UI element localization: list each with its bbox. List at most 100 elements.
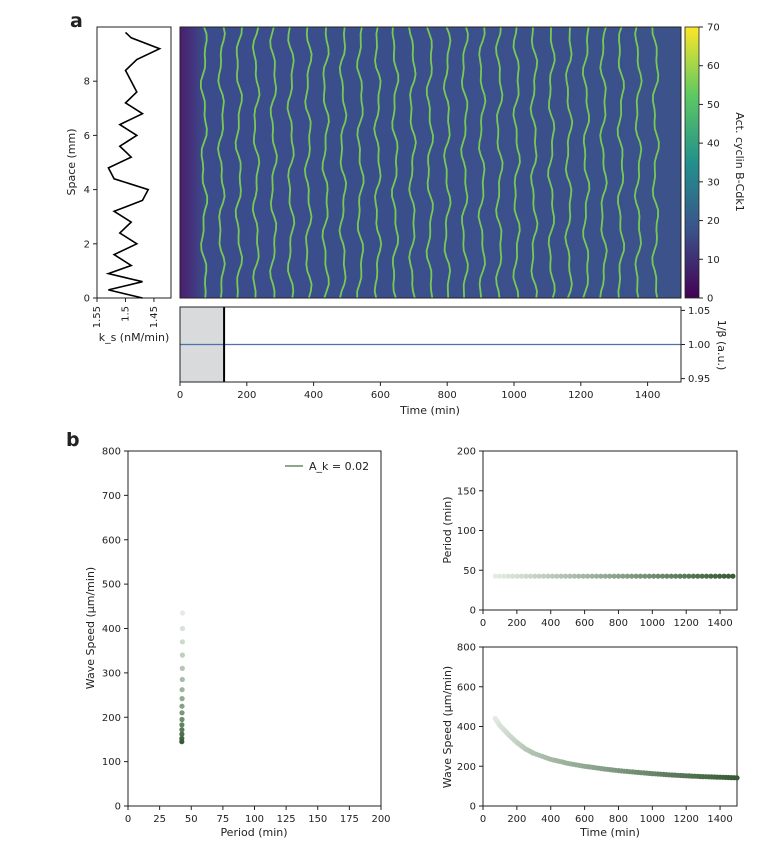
beta-x-label: Time (min)	[399, 404, 460, 417]
period-time-point	[545, 573, 551, 579]
heatmap-wave	[616, 26, 626, 299]
period-time-point	[523, 573, 529, 579]
period-time-point	[611, 573, 617, 579]
colorbar-tick-label: 60	[707, 61, 720, 72]
period-time-x-tick-label: 800	[609, 618, 628, 629]
speed-period-points	[179, 610, 186, 745]
speed-period-y-tick-label: 700	[102, 491, 121, 502]
speed-period-x-tick-label: 150	[308, 814, 327, 825]
beta-y-ticks: 0.95 1.00 1.05	[681, 306, 710, 385]
speed-period-y-label: Wave Speed (μm/min)	[84, 567, 97, 689]
speed-period-point	[179, 665, 185, 672]
speed-time-points	[492, 715, 740, 781]
period-time-point	[510, 573, 516, 579]
beta-x-tick-label: 1200	[568, 390, 593, 401]
beta-x-tick-label: 200	[237, 390, 256, 401]
heatmap-wave	[547, 26, 556, 299]
period-time-y-tick-label: 50	[463, 566, 476, 577]
beta-y-tick-label: 0.95	[688, 374, 710, 385]
speed-time-y-tick-label: 200	[457, 762, 476, 773]
period-time-point	[708, 573, 714, 579]
period-time-point	[677, 573, 683, 579]
speed-time-point	[734, 775, 740, 781]
colorbar-tick-label: 0	[707, 294, 713, 305]
period-time-point	[681, 573, 688, 579]
panel-a-label: a	[70, 10, 83, 32]
speed-period-x-tick-label: 0	[125, 814, 131, 825]
colorbar-tick-label: 40	[707, 139, 720, 150]
speed-period-point	[179, 731, 185, 737]
period-time-point	[589, 573, 595, 579]
heatmap-wave	[391, 26, 400, 299]
heatmap-wave	[338, 26, 348, 299]
period-time-point	[580, 573, 586, 579]
heatmap-wave	[581, 26, 591, 299]
speed-period-x-tick-label: 175	[340, 814, 359, 825]
profile-y-tick-label: 0	[84, 294, 90, 305]
heatmap-waves	[200, 26, 660, 299]
speed-period-point	[179, 676, 185, 683]
period-time-x-tick-label: 0	[480, 618, 486, 629]
speed-time-x-tick-label: 1200	[673, 814, 698, 825]
profile-y-tick-label: 2	[84, 239, 90, 250]
period-time-point	[655, 573, 661, 579]
heatmap-wave	[495, 26, 504, 299]
speed-time-x-tick-label: 600	[575, 814, 594, 825]
speed-period-point	[179, 703, 185, 709]
speed-period-x-tick-label: 200	[371, 814, 390, 825]
speed-time-x-tick-label: 200	[507, 814, 526, 825]
speed-period-ticks: 0 25 50 75 100 125 150 175 200 0 100 200 300 400 500 60…	[102, 447, 391, 826]
speed-period-point	[179, 727, 185, 733]
beta-x-tick-label: 400	[304, 390, 323, 401]
speed-period-y-tick-label: 800	[102, 447, 121, 458]
speed-period-point	[179, 625, 186, 632]
profile-panel: 0 2 4 6 8 1.55 1.5 1.45 Space (mm) k_s (nM/min…	[65, 26, 172, 344]
heatmap-wave	[599, 26, 608, 299]
speed-time-panel: 0 200 400 600 800 1000 1200 1400 0 200 400 600 800 T…	[441, 643, 740, 839]
period-time-point	[686, 573, 692, 579]
period-time-x-tick-label: 1000	[640, 618, 665, 629]
speed-period-x-tick-label: 75	[217, 814, 230, 825]
colorbar-tick-label: 50	[707, 100, 720, 111]
period-time-point	[585, 573, 591, 579]
period-time-point	[629, 573, 635, 579]
heatmap-frame	[179, 26, 682, 299]
beta-x-tick-label: 600	[371, 390, 390, 401]
period-time-panel: 0 200 400 600 800 1000 1200 1400 0 50 100 150 200 Pe…	[441, 447, 738, 630]
profile-series-line	[105, 31, 162, 299]
period-time-point	[712, 573, 718, 579]
period-time-point	[695, 573, 701, 579]
period-time-point	[717, 573, 723, 579]
period-time-point	[721, 573, 727, 579]
speed-time-y-tick-label: 600	[457, 682, 476, 693]
period-time-ticks: 0 200 400 600 800 1000 1200 1400 0 50 100 150 200	[457, 447, 733, 630]
heatmap-wave	[200, 26, 209, 299]
speed-period-point	[179, 696, 185, 702]
period-time-point	[690, 573, 696, 579]
period-time-point	[532, 573, 538, 579]
period-time-x-tick-label: 1400	[707, 618, 732, 629]
beta-y-label: 1/β (a.u.)	[715, 320, 728, 371]
period-time-point	[651, 573, 657, 579]
heatmap-wave	[512, 26, 521, 299]
period-time-point	[563, 573, 569, 579]
beta-x-tick-label: 800	[438, 390, 457, 401]
beta-x-tick-label: 0	[177, 390, 183, 401]
period-time-point	[549, 573, 556, 579]
period-time-point	[536, 573, 542, 579]
heatmap-wave	[564, 26, 574, 299]
heatmap-wave	[477, 26, 487, 299]
colorbar-ticks: 0 10 20 30 40 50 60 70	[699, 23, 720, 305]
profile-y-label: Space (mm)	[65, 128, 78, 195]
beta-x-tick-label: 1000	[501, 390, 526, 401]
speed-time-frame	[482, 646, 738, 807]
panel-b-label: b	[66, 429, 80, 451]
speed-period-x-label: Period (min)	[220, 826, 287, 839]
period-time-point	[699, 573, 705, 579]
period-time-point	[642, 573, 648, 579]
period-time-point	[664, 573, 670, 579]
colorbar-label: Act. cyclin B-Cdk1	[733, 112, 746, 211]
speed-period-frame	[127, 450, 382, 807]
profile-x-tick-label: 1.5	[120, 306, 131, 322]
profile-y-tick-label: 8	[84, 77, 90, 88]
